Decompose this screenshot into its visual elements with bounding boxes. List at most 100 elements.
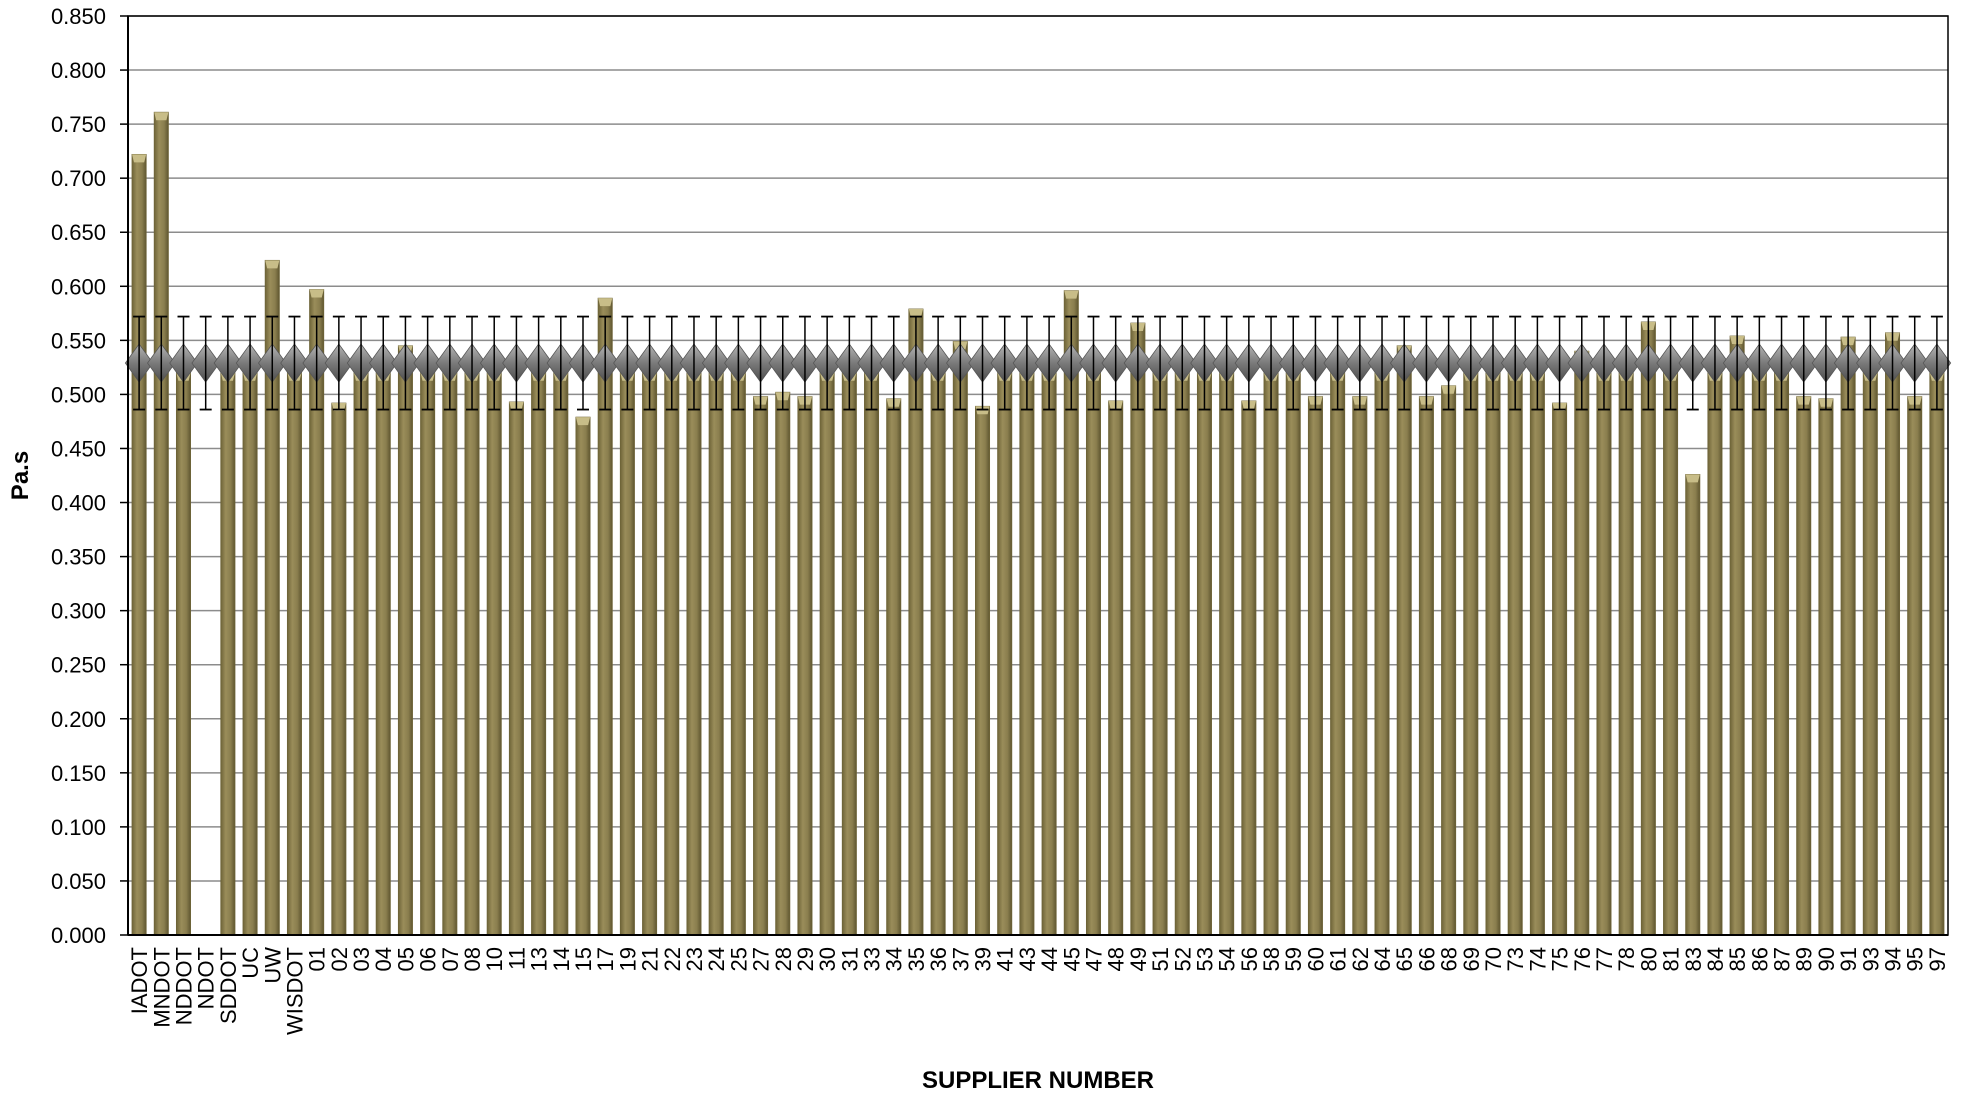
y-tick-label: 0.300 — [51, 599, 106, 624]
bar — [753, 396, 769, 936]
bar — [1352, 396, 1368, 936]
x-tick-label: 62 — [1348, 947, 1373, 971]
x-tick-label: 93 — [1858, 947, 1883, 971]
y-tick-label: 0.050 — [51, 869, 106, 894]
error-bar — [909, 315, 922, 411]
bar — [819, 372, 835, 936]
error-bar — [998, 315, 1011, 411]
x-tick-label: 13 — [527, 947, 552, 971]
error-bar — [1775, 315, 1788, 411]
x-tick-label: 59 — [1281, 947, 1306, 971]
x-tick-label: 35 — [904, 947, 929, 971]
error-bar — [1420, 315, 1433, 411]
error-bar — [1708, 315, 1721, 411]
x-tick-label: 31 — [837, 947, 862, 971]
error-bar — [776, 315, 789, 411]
error-bar — [1442, 315, 1455, 411]
y-tick-label: 0.550 — [51, 328, 106, 353]
error-bar — [1620, 315, 1633, 411]
error-bar — [1242, 315, 1255, 411]
bar — [1485, 372, 1501, 936]
x-tick-label: UW — [260, 947, 285, 984]
bar — [575, 416, 591, 936]
bar — [1085, 372, 1101, 936]
error-bar — [1753, 315, 1766, 411]
bar — [1130, 322, 1146, 936]
x-tick-label: 58 — [1259, 947, 1284, 971]
x-tick-label: 14 — [549, 947, 574, 971]
bar — [1707, 372, 1723, 936]
error-bar — [443, 315, 456, 411]
error-bar — [710, 315, 723, 411]
error-bar — [1864, 315, 1877, 411]
error-bar — [1664, 315, 1677, 411]
error-bar — [1464, 315, 1477, 411]
bar — [1263, 372, 1279, 936]
x-tick-label: 04 — [371, 947, 396, 971]
x-tick-label: 41 — [993, 947, 1018, 971]
error-bar — [1265, 315, 1278, 411]
bar — [1285, 372, 1301, 936]
error-bar — [1154, 315, 1167, 411]
bar — [797, 396, 813, 936]
error-bar — [1220, 315, 1233, 411]
bar — [1463, 372, 1479, 936]
bar — [1840, 336, 1856, 936]
x-tick-label: 30 — [815, 947, 840, 971]
error-bar — [532, 315, 545, 411]
x-tick-label: 19 — [615, 947, 640, 971]
y-tick-label: 0.650 — [51, 220, 106, 245]
error-bar — [976, 315, 989, 411]
x-tick-label: UC — [238, 947, 263, 979]
bar — [1196, 372, 1212, 936]
error-bar — [199, 315, 212, 411]
error-bar — [1353, 315, 1366, 411]
error-bar — [932, 315, 945, 411]
x-tick-label: 03 — [349, 947, 374, 971]
bar — [1774, 372, 1790, 936]
x-tick-label: 60 — [1303, 947, 1328, 971]
bar — [708, 372, 724, 936]
y-axis-title: Pa.s — [7, 451, 34, 500]
x-tick-label: 24 — [704, 947, 729, 971]
x-tick-label: 07 — [438, 947, 463, 971]
x-tick-label: IADOT — [127, 947, 152, 1014]
x-tick-label: 80 — [1636, 947, 1661, 971]
y-tick-label: 0.350 — [51, 545, 106, 570]
bar — [1862, 372, 1878, 936]
bar — [1507, 372, 1523, 936]
x-tick-label: 22 — [660, 947, 685, 971]
x-tick-label: 25 — [726, 947, 751, 971]
error-bar — [1398, 315, 1411, 411]
x-tick-label: 70 — [1481, 947, 1506, 971]
x-tick-label: 69 — [1459, 947, 1484, 971]
bar — [997, 372, 1013, 936]
bar — [1152, 372, 1168, 936]
bar — [553, 372, 569, 936]
error-bar — [621, 315, 634, 411]
bar — [331, 402, 347, 936]
error-bar — [244, 315, 257, 411]
error-bar — [754, 315, 767, 411]
y-tick-label: 0.250 — [51, 653, 106, 678]
bar — [1108, 400, 1124, 936]
bar — [864, 372, 880, 936]
x-tick-label: 36 — [926, 947, 951, 971]
x-tick-label: 53 — [1192, 947, 1217, 971]
bar — [153, 111, 169, 936]
bar — [886, 398, 902, 936]
error-bar — [510, 315, 523, 411]
y-tick-label: 0.200 — [51, 707, 106, 732]
bar — [1174, 372, 1190, 936]
x-axis-title: SUPPLIER NUMBER — [922, 1067, 1154, 1094]
bar — [686, 372, 702, 936]
error-bar — [1797, 315, 1810, 411]
error-bar — [1642, 315, 1655, 411]
bar — [597, 297, 613, 936]
error-bar — [1087, 315, 1100, 411]
error-bar — [821, 315, 834, 411]
bar — [1241, 400, 1257, 936]
bar — [975, 405, 991, 936]
y-tick-label: 0.800 — [51, 58, 106, 83]
